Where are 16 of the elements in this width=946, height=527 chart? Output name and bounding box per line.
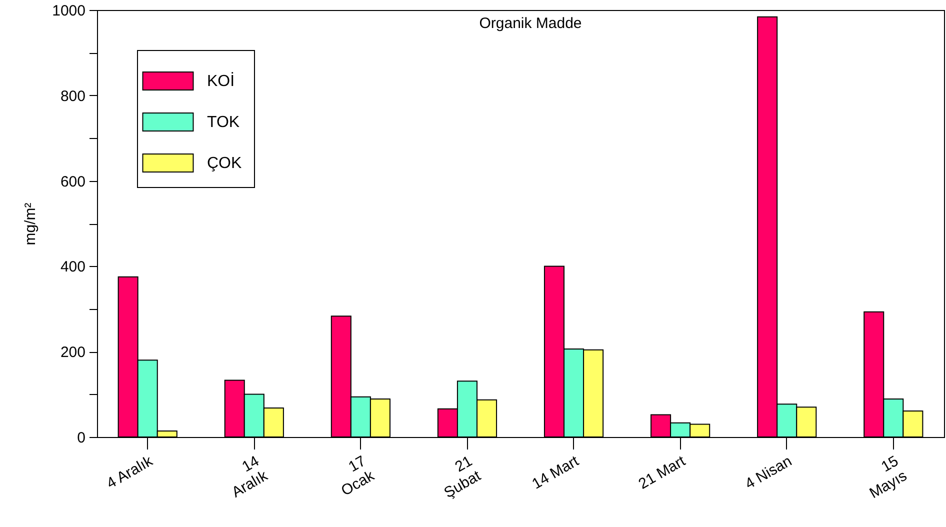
y-tick-label: 600 [60,173,86,190]
legend-label: ÇOK [207,155,242,172]
legend-label: KOİ [207,72,235,90]
legend-label: TOK [207,114,240,131]
chart-title: Organik Madde [479,15,582,32]
x-tick-label: 17 Ocak [338,452,378,500]
y-tick-label: 0 [77,430,86,446]
x-tick-label: 15 Mayıs [866,452,910,502]
y-tick-label: 1000 [52,2,86,20]
x-tick-label: 4 Nisan [742,452,795,493]
y-tick-label: 800 [60,88,86,105]
y-tick-label: 400 [60,258,86,276]
y-axis-title: mg/m² [22,202,40,246]
x-tick-label: 21 Mart [636,452,690,493]
x-tick-label: 14 Mart [529,452,582,493]
y-tick-label: 200 [60,344,86,362]
